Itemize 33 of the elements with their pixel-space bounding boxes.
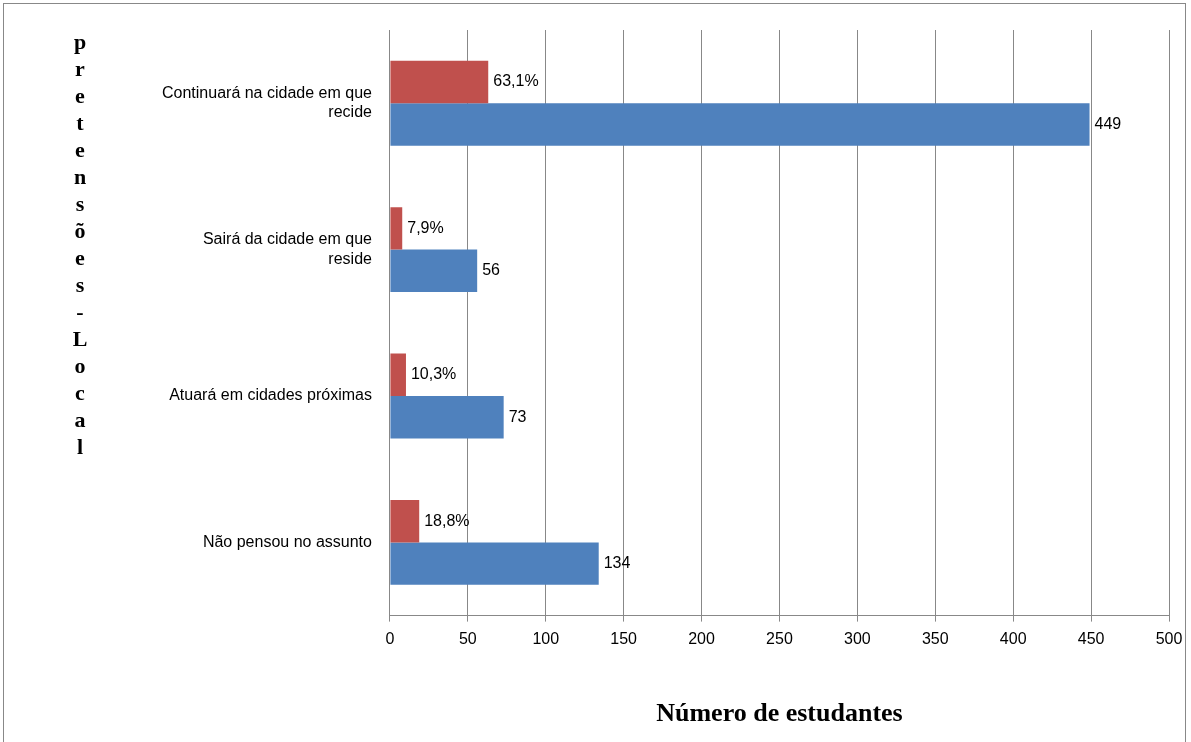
data-label: 56 xyxy=(482,261,501,279)
bar xyxy=(390,249,478,293)
text: pretensões - Local xyxy=(72,29,88,459)
data-label: 7,9% xyxy=(407,218,444,236)
x-tick-label: 400 xyxy=(999,629,1027,647)
x-tick-label: 50 xyxy=(458,629,477,647)
bar xyxy=(390,103,1090,146)
x-tick-label: 300 xyxy=(844,629,871,647)
x-tick-label: 150 xyxy=(610,629,638,647)
x-tick-label: 100 xyxy=(532,629,560,647)
data-label: 73 xyxy=(508,407,527,425)
x-axis-title: Número de estudantes xyxy=(656,698,903,728)
x-tick-label: 250 xyxy=(766,629,793,647)
x-tick-label: 500 xyxy=(1155,629,1183,647)
bar xyxy=(390,207,403,250)
x-tick-label: 350 xyxy=(921,629,949,647)
bar xyxy=(390,353,406,396)
bar xyxy=(390,60,489,104)
data-label: 63,1% xyxy=(493,72,539,90)
y-tick-label: Continuará na cidade em que recide xyxy=(162,84,373,121)
x-tick-label: 200 xyxy=(688,629,715,647)
y-tick-label: Sairá da cidade em que reside xyxy=(202,230,373,267)
data-label: 449 xyxy=(1094,114,1122,132)
data-label: 134 xyxy=(603,554,631,572)
x-tick-label: 0 xyxy=(385,629,395,647)
data-label: 18,8% xyxy=(424,511,470,529)
bar xyxy=(390,542,599,585)
y-tick-label: Não pensou no assunto xyxy=(202,532,373,550)
y-tick-label: Atuará em cidades próximas xyxy=(169,386,372,404)
bar xyxy=(390,499,420,543)
x-tick-label: 450 xyxy=(1077,629,1105,647)
bar xyxy=(390,396,504,439)
data-label: 10,3% xyxy=(410,365,457,383)
